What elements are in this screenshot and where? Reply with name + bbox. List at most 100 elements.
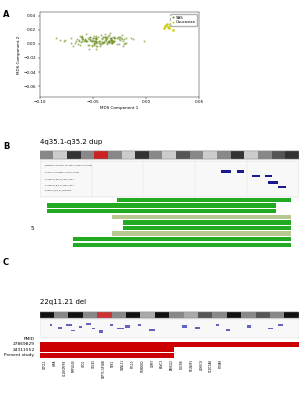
Point xyxy=(97,38,102,44)
Point xyxy=(88,38,93,44)
Text: TXN0KO2: TXN0KO2 xyxy=(141,359,145,372)
Point xyxy=(106,33,111,40)
Bar xyxy=(112,214,291,219)
Point xyxy=(88,34,93,40)
Point xyxy=(96,34,101,40)
Point xyxy=(116,36,121,42)
Point xyxy=(102,39,107,45)
Point xyxy=(80,36,85,42)
Point xyxy=(116,34,121,40)
Bar xyxy=(40,319,299,338)
Point xyxy=(103,35,108,42)
Bar xyxy=(40,312,299,318)
Text: ZDH0C8: ZDH0C8 xyxy=(199,359,203,370)
Point xyxy=(94,36,99,42)
Point xyxy=(93,35,98,41)
Point xyxy=(103,30,108,37)
Text: 27869829: 27869829 xyxy=(13,342,34,346)
Bar xyxy=(256,312,270,318)
Bar xyxy=(40,312,299,318)
Point xyxy=(78,32,83,39)
Bar xyxy=(73,237,291,242)
Point xyxy=(80,38,84,45)
Point xyxy=(89,42,94,48)
Bar xyxy=(67,151,81,159)
Point xyxy=(103,34,108,40)
Point xyxy=(74,38,78,44)
Point xyxy=(110,38,115,45)
Point xyxy=(94,33,99,39)
Bar xyxy=(278,186,286,188)
Bar xyxy=(110,324,113,326)
Point xyxy=(117,37,122,43)
Bar xyxy=(285,151,299,159)
Bar xyxy=(141,312,155,318)
Point xyxy=(104,37,109,44)
Bar xyxy=(272,151,285,159)
Point xyxy=(119,32,124,38)
Point xyxy=(102,34,107,41)
Point xyxy=(90,38,95,44)
Point xyxy=(75,36,80,42)
Bar xyxy=(252,175,260,177)
Point xyxy=(63,36,67,43)
Bar xyxy=(40,151,53,159)
Point xyxy=(87,42,92,48)
Text: GNNL11: GNNL11 xyxy=(121,359,125,370)
Point xyxy=(131,36,136,42)
Point xyxy=(102,37,107,43)
Text: RTL10: RTL10 xyxy=(131,359,135,368)
Point xyxy=(110,38,115,45)
Point xyxy=(92,41,97,47)
Bar xyxy=(149,151,163,159)
Bar xyxy=(285,312,299,318)
Bar xyxy=(226,329,230,331)
Text: B: B xyxy=(3,142,9,151)
Bar xyxy=(40,151,299,159)
Bar xyxy=(182,325,187,328)
Bar xyxy=(176,151,190,159)
Bar xyxy=(237,170,245,173)
Point xyxy=(109,38,114,45)
Point xyxy=(103,36,108,42)
Point xyxy=(124,40,129,46)
Bar xyxy=(231,151,244,159)
Point xyxy=(106,38,111,44)
Point xyxy=(105,38,110,44)
Point xyxy=(79,36,84,42)
Text: ARVC3: ARVC3 xyxy=(160,359,164,368)
Bar xyxy=(216,324,219,326)
Bar xyxy=(241,312,256,318)
Bar xyxy=(83,312,97,318)
Point xyxy=(100,34,105,41)
Text: Present study: Present study xyxy=(5,353,34,357)
Bar xyxy=(163,151,176,159)
Bar xyxy=(54,312,68,318)
Point xyxy=(112,38,117,44)
Bar xyxy=(184,312,198,318)
Bar xyxy=(112,232,291,236)
Point xyxy=(114,35,119,41)
Bar xyxy=(217,151,231,159)
Point xyxy=(90,43,95,49)
X-axis label: MDS Component 1: MDS Component 1 xyxy=(100,106,138,110)
Bar xyxy=(99,330,102,333)
Text: RELN0P1: RELN0P1 xyxy=(190,359,194,372)
Text: PMID: PMID xyxy=(23,337,34,341)
Point xyxy=(105,35,109,41)
Text: FinkPanda_NM_oc_man_Seq 2: FinkPanda_NM_oc_man_Seq 2 xyxy=(45,179,74,180)
Text: RTNA8: RTNA8 xyxy=(219,359,223,368)
Point xyxy=(109,40,114,46)
Bar xyxy=(270,312,285,318)
Point xyxy=(122,36,127,42)
Point xyxy=(101,34,106,40)
Bar xyxy=(123,220,291,224)
Point xyxy=(91,35,96,42)
Bar xyxy=(123,226,291,230)
Point xyxy=(58,36,63,43)
Text: 4q35.1-q35.2 dup: 4q35.1-q35.2 dup xyxy=(40,138,102,144)
Point xyxy=(163,23,167,29)
Point xyxy=(100,38,105,45)
Bar xyxy=(71,330,75,331)
Point xyxy=(112,34,117,40)
